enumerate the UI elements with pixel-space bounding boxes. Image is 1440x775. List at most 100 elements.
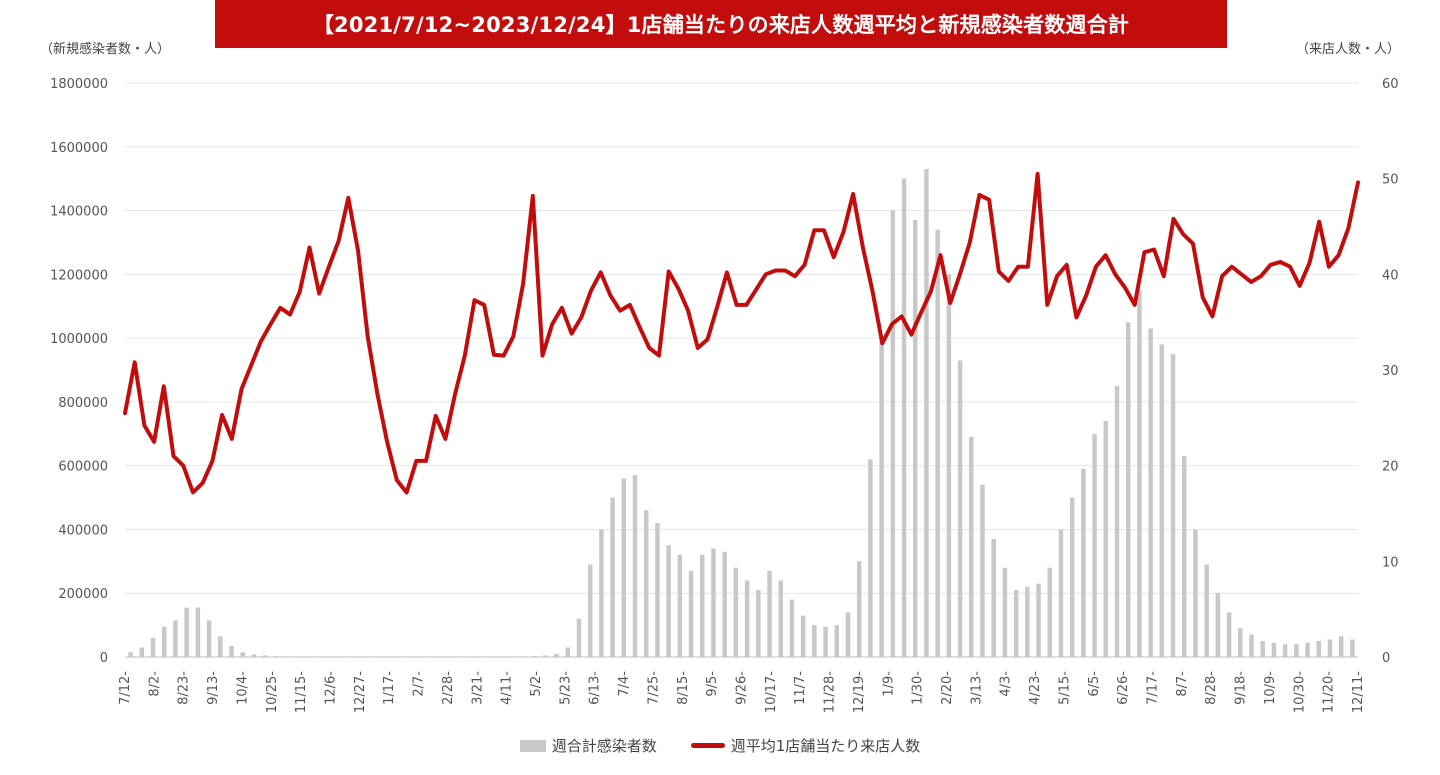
bar	[1025, 586, 1030, 657]
bar	[756, 590, 761, 657]
bar	[688, 570, 694, 657]
right-axis-tick-label: 0	[1382, 651, 1390, 666]
chart-title: 【2021/7/12~2023/12/24】1店舗当たりの来店人数週平均と新規感…	[312, 13, 1130, 37]
x-axis-ticks: 7/12- 8/2- 8/23- 9/13- 10/4- 10/25- 11/15- 12/6…	[118, 671, 1366, 713]
left-axis-tick-label: 800000	[58, 396, 108, 411]
bar	[1327, 639, 1333, 657]
x-axis-tick-label: 6/13-	[588, 671, 603, 705]
bar	[576, 618, 582, 657]
bar	[991, 539, 996, 657]
x-axis-tick-label: 7/12-	[118, 671, 133, 705]
bar	[1058, 529, 1064, 657]
x-axis-tick-label: 7/25-	[646, 671, 661, 705]
bar	[711, 548, 716, 657]
left-axis-tick-label: 1600000	[50, 141, 108, 156]
right-axis-tick-label: 40	[1382, 268, 1399, 283]
bar	[610, 497, 615, 657]
bar	[262, 655, 268, 657]
bar	[1081, 468, 1086, 657]
x-axis-tick-label: 7/17-	[1146, 671, 1161, 705]
left-axis-ticks: 1800000 1600000 1400000 1200000 1000000 80000…	[50, 77, 108, 666]
legend-label-bars: 週合計感染者数	[551, 737, 657, 755]
bar	[1238, 628, 1243, 657]
x-axis-tick-label: 8/28-	[1204, 671, 1219, 705]
bar	[531, 656, 537, 657]
x-axis-tick-label: 1/30-	[911, 671, 926, 705]
bar	[1294, 644, 1299, 657]
bar	[1271, 642, 1277, 657]
bar-series	[128, 169, 1355, 658]
left-axis-tick-label: 1800000	[50, 77, 108, 92]
x-axis-tick-label: 3/13-	[969, 671, 984, 705]
x-axis-tick-label: 11/28-	[823, 671, 838, 713]
left-axis-tick-label: 0	[100, 651, 108, 666]
bar	[128, 652, 133, 657]
bar	[856, 561, 862, 657]
x-axis-tick-label: 5/15-	[1057, 671, 1072, 705]
bar	[677, 554, 683, 657]
bar	[1159, 344, 1165, 657]
x-axis-tick-label: 10/25-	[265, 671, 280, 713]
bar	[218, 636, 223, 657]
legend-label-line: 週平均1店舗当たり来店人数	[730, 737, 921, 755]
bar	[1148, 328, 1153, 657]
bar	[1114, 385, 1120, 657]
legend-swatch-line	[690, 743, 725, 748]
x-axis-tick-label: 8/23-	[177, 671, 192, 705]
bar	[778, 580, 783, 657]
bar	[1249, 634, 1254, 657]
x-axis-tick-label: 2/20-	[940, 671, 955, 705]
bar	[1338, 636, 1344, 657]
bar	[744, 580, 750, 657]
left-axis-tick-label: 1000000	[50, 332, 108, 347]
bar	[621, 478, 627, 657]
bar	[632, 475, 638, 657]
right-axis-tick-label: 30	[1382, 364, 1399, 379]
bar	[800, 615, 806, 657]
x-axis-tick-label: 1/17-	[382, 671, 397, 705]
x-axis-tick-label: 10/4-	[235, 671, 250, 705]
bar	[957, 360, 963, 657]
bar	[1047, 567, 1052, 657]
x-axis-tick-label: 9/26-	[735, 671, 750, 705]
bar	[1350, 639, 1355, 657]
x-axis-tick-label: 9/18-	[1234, 671, 1249, 705]
bar	[643, 510, 649, 657]
bar	[184, 607, 189, 657]
bar	[924, 169, 929, 657]
bar	[1204, 564, 1209, 657]
left-axis-unit-label: （新規感染者数・人）	[40, 42, 171, 57]
x-axis-tick-label: 6/26-	[1116, 671, 1131, 705]
x-axis-tick-label: 10/9-	[1263, 671, 1278, 705]
left-axis-tick-label: 1400000	[50, 205, 108, 220]
bar	[173, 620, 178, 657]
x-axis-tick-label: 7/4-	[617, 671, 632, 697]
x-axis-tick-label: 10/30-	[1292, 671, 1307, 713]
bar	[1103, 421, 1109, 657]
x-axis-tick-label: 9/5-	[705, 671, 720, 697]
bar	[901, 178, 907, 657]
bar	[251, 654, 257, 657]
left-axis-tick-label: 1200000	[50, 268, 108, 283]
bar	[812, 625, 817, 657]
x-axis-tick-label: 2/28-	[441, 671, 456, 705]
bar	[587, 564, 593, 657]
bar	[1092, 433, 1097, 657]
left-axis-tick-label: 400000	[58, 523, 108, 538]
bar	[520, 656, 526, 657]
bar	[980, 484, 985, 657]
left-axis-tick-label: 200000	[58, 587, 108, 602]
bar	[733, 567, 739, 657]
right-axis-tick-label: 50	[1382, 173, 1399, 188]
bar	[1226, 612, 1232, 657]
bar	[722, 551, 727, 657]
x-axis-tick-label: 5/2-	[529, 671, 544, 697]
x-axis-tick-label: 8/15-	[676, 671, 691, 705]
right-axis-tick-label: 10	[1382, 555, 1399, 570]
x-axis-tick-label: 3/21-	[470, 671, 485, 705]
x-axis-tick-label: 11/15-	[294, 671, 309, 713]
bar	[912, 220, 918, 657]
bar	[969, 436, 974, 657]
